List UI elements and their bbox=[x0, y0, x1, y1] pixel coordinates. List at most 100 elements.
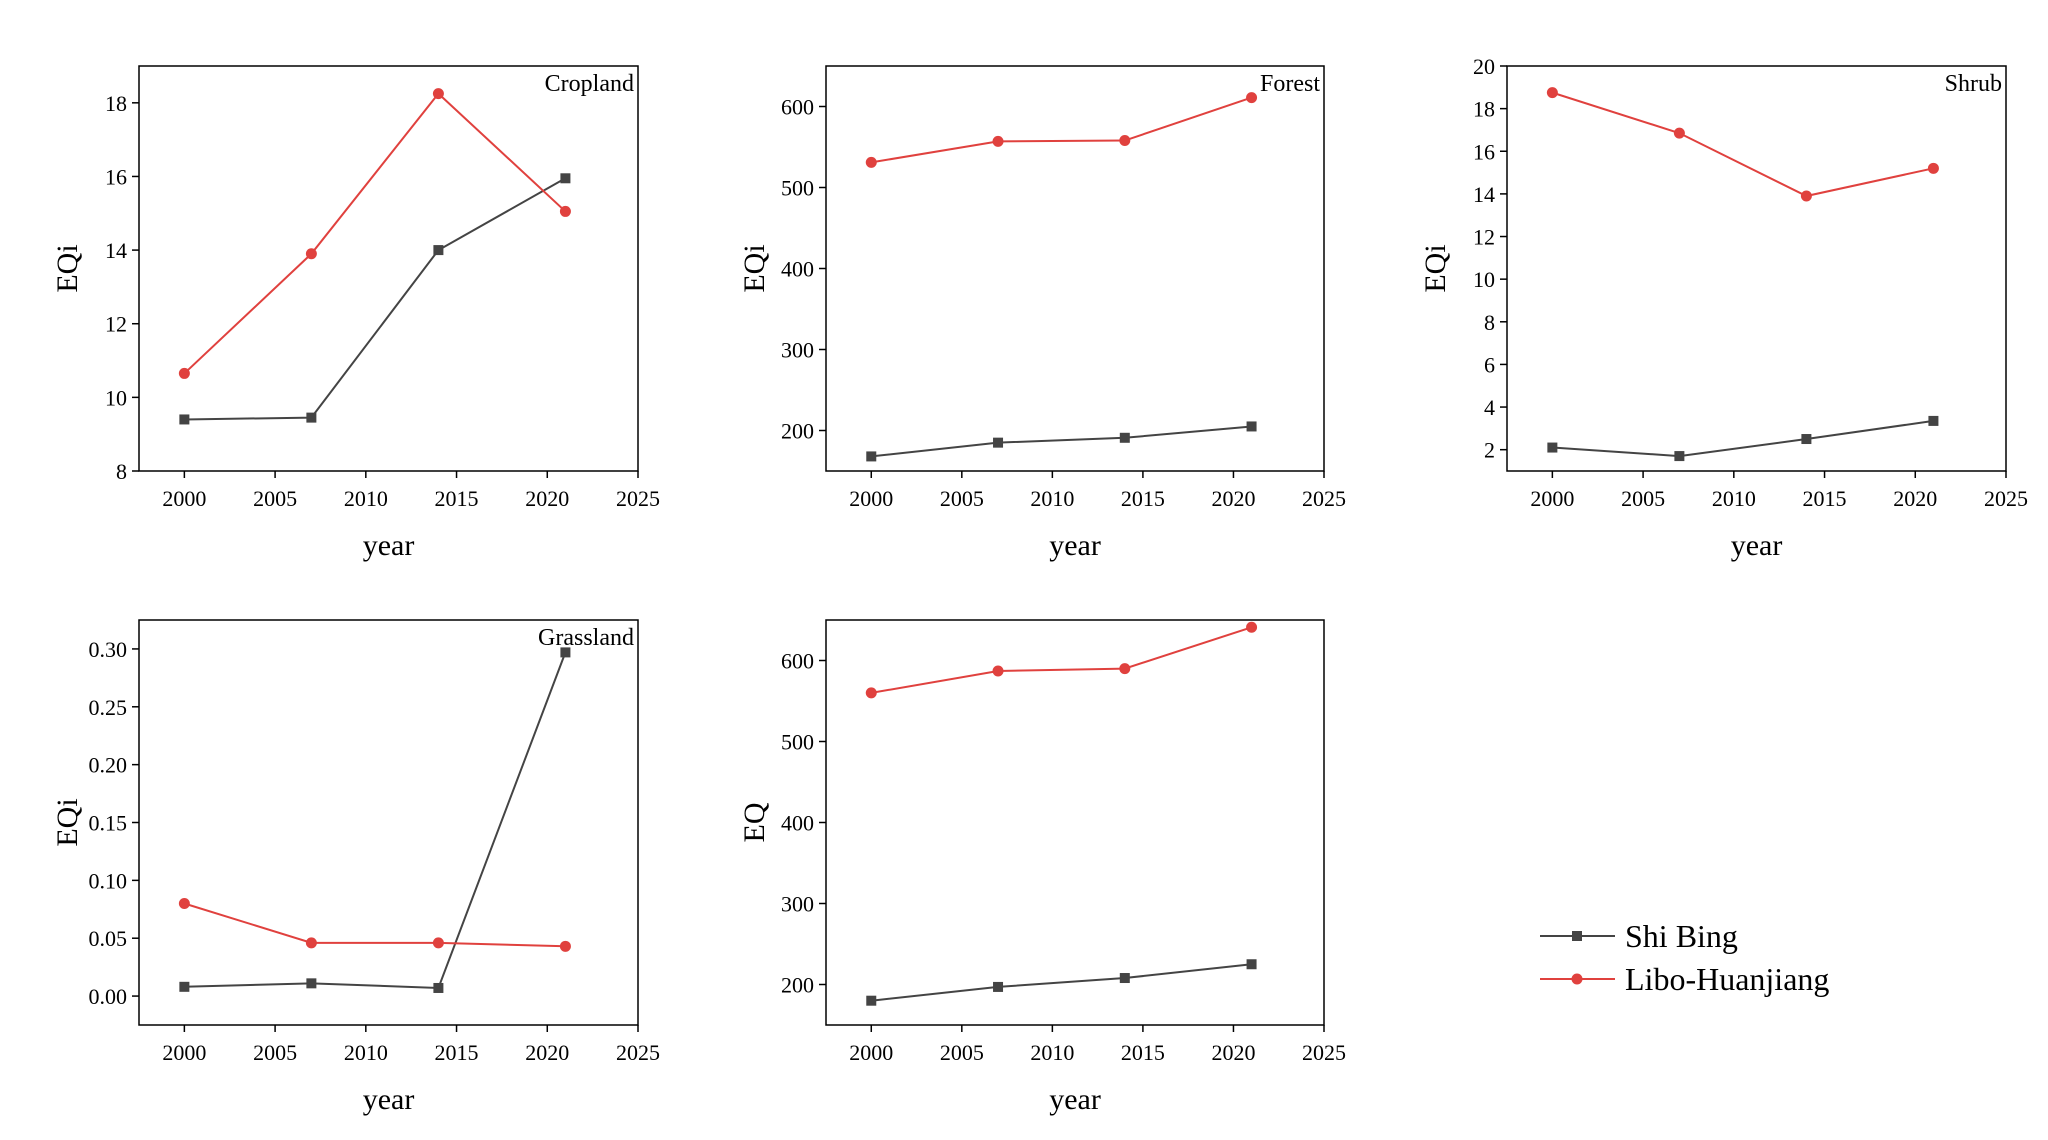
x-tick-label: 2025 bbox=[1984, 486, 2028, 511]
plot-frame bbox=[1506, 65, 2007, 472]
x-tick-label: 2005 bbox=[253, 1040, 297, 1065]
legend: Shi Bing Libo-Huanjiang bbox=[1540, 918, 1829, 997]
y-axis-title: EQ bbox=[738, 802, 771, 842]
data-point-libo-huanjiang bbox=[1927, 162, 1939, 174]
plot-frame bbox=[138, 65, 639, 472]
panel-label: Cropland bbox=[545, 71, 634, 97]
x-tick-label: 2010 bbox=[1030, 486, 1074, 511]
panel-grassland: 2000 2005 2010 2015 2020 2025 0.00 0.05 0.10 0.15… bbox=[51, 619, 660, 1116]
data-point-libo-huanjiang bbox=[992, 135, 1004, 147]
x-tick-label: 2010 bbox=[344, 486, 388, 511]
data-point-libo-huanjiang bbox=[432, 88, 444, 100]
y-tick-label: 14 bbox=[105, 238, 127, 263]
y-tick-label: 0.10 bbox=[89, 868, 128, 893]
data-point-libo-huanjiang bbox=[1119, 663, 1131, 675]
x-tick-label: 2025 bbox=[1302, 486, 1346, 511]
data-point-shi-bing bbox=[1246, 959, 1257, 970]
legend-item: Libo-Huanjiang bbox=[1540, 961, 1829, 997]
x-tick-label: 2000 bbox=[1530, 486, 1574, 511]
y-axis-title: EQi bbox=[51, 798, 84, 846]
data-point-shi-bing bbox=[560, 647, 571, 658]
x-tick-label: 2010 bbox=[344, 1040, 388, 1065]
data-point-shi-bing bbox=[179, 414, 190, 425]
data-point-libo-huanjiang bbox=[865, 156, 877, 168]
y-tick-label: 10 bbox=[105, 385, 127, 410]
y-tick-label: 400 bbox=[781, 811, 814, 836]
data-point-libo-huanjiang bbox=[1246, 621, 1258, 633]
legend-label: Shi Bing bbox=[1625, 918, 1738, 954]
y-tick-label: 300 bbox=[781, 338, 814, 363]
data-point-shi-bing bbox=[1246, 421, 1257, 432]
y-tick-label: 200 bbox=[781, 419, 814, 444]
y-tick-label: 16 bbox=[1473, 139, 1495, 164]
y-tick-label: 10 bbox=[1473, 267, 1495, 292]
data-point-shi-bing bbox=[433, 245, 444, 256]
x-tick-label: 2025 bbox=[616, 486, 660, 511]
legend-marker bbox=[1572, 931, 1582, 941]
x-tick-label: 2000 bbox=[849, 486, 893, 511]
y-tick-label: 18 bbox=[105, 91, 127, 116]
y-tick-label: 600 bbox=[781, 95, 814, 120]
y-tick-label: 0.20 bbox=[89, 753, 128, 778]
data-point-libo-huanjiang bbox=[1546, 87, 1558, 99]
x-tick-label: 2005 bbox=[940, 486, 984, 511]
x-tick-label: 2015 bbox=[435, 486, 479, 511]
y-tick-label: 600 bbox=[781, 649, 814, 674]
series-line-shi-bing bbox=[871, 963, 1252, 1002]
plot-frame bbox=[138, 619, 639, 1026]
panel-label: Grassland bbox=[538, 625, 634, 651]
series-line-shi-bing bbox=[871, 425, 1252, 458]
data-point-shi-bing bbox=[560, 173, 571, 184]
x-tick-label: 2005 bbox=[940, 1040, 984, 1065]
panel-shrub: 2000 2005 2010 2015 2020 2025 2 4 6 8 10 12 14 16 18 20… bbox=[1419, 54, 2028, 562]
data-point-libo-huanjiang bbox=[865, 687, 877, 699]
y-tick-label: 0.00 bbox=[89, 984, 128, 1009]
data-point-libo-huanjiang bbox=[1673, 127, 1685, 139]
y-tick-label: 8 bbox=[1484, 310, 1495, 335]
data-point-libo-huanjiang bbox=[1800, 190, 1812, 202]
data-point-shi-bing bbox=[433, 982, 444, 993]
data-point-libo-huanjiang bbox=[305, 937, 317, 949]
data-point-libo-huanjiang bbox=[559, 940, 571, 952]
series-line-shi-bing bbox=[1552, 419, 1934, 458]
x-tick-label: 2020 bbox=[1211, 486, 1255, 511]
y-tick-label: 20 bbox=[1473, 54, 1495, 79]
data-point-shi-bing bbox=[179, 981, 190, 992]
data-point-libo-huanjiang bbox=[1119, 135, 1131, 147]
y-tick-label: 4 bbox=[1484, 395, 1495, 420]
x-tick-label: 2025 bbox=[1302, 1040, 1346, 1065]
y-tick-label: 14 bbox=[1473, 182, 1495, 207]
data-point-shi-bing bbox=[1547, 442, 1558, 453]
y-axis-title: EQi bbox=[1419, 244, 1452, 292]
x-tick-label: 2015 bbox=[1121, 1040, 1165, 1065]
y-tick-label: 500 bbox=[781, 730, 814, 755]
legend-label: Libo-Huanjiang bbox=[1625, 961, 1829, 997]
y-tick-label: 0.05 bbox=[89, 926, 128, 951]
x-tick-label: 2020 bbox=[525, 486, 569, 511]
data-point-shi-bing bbox=[306, 412, 317, 423]
y-tick-label: 0.30 bbox=[89, 637, 128, 662]
x-axis-title: year bbox=[363, 1083, 415, 1116]
y-axis-title: EQi bbox=[738, 244, 771, 292]
x-tick-label: 2025 bbox=[616, 1040, 660, 1065]
y-tick-label: 0.25 bbox=[89, 695, 128, 720]
x-tick-label: 2010 bbox=[1030, 1040, 1074, 1065]
series-line-libo-huanjiang bbox=[1552, 91, 1934, 198]
data-point-shi-bing bbox=[1928, 415, 1939, 426]
x-tick-label: 2010 bbox=[1712, 486, 1756, 511]
data-point-libo-huanjiang bbox=[305, 248, 317, 260]
x-tick-label: 2020 bbox=[1893, 486, 1937, 511]
x-tick-label: 2005 bbox=[253, 486, 297, 511]
y-tick-label: 300 bbox=[781, 892, 814, 917]
x-tick-label: 2020 bbox=[1211, 1040, 1255, 1065]
series-line-shi-bing bbox=[184, 652, 567, 989]
legend-item: Shi Bing bbox=[1540, 918, 1738, 954]
data-point-shi-bing bbox=[993, 437, 1004, 448]
data-point-shi-bing bbox=[1674, 451, 1685, 462]
y-tick-label: 18 bbox=[1473, 97, 1495, 122]
x-axis-title: year bbox=[1049, 1083, 1101, 1116]
series-line-libo-huanjiang bbox=[184, 902, 566, 948]
series-line-libo-huanjiang bbox=[871, 626, 1252, 694]
x-axis-title: year bbox=[1049, 529, 1101, 562]
